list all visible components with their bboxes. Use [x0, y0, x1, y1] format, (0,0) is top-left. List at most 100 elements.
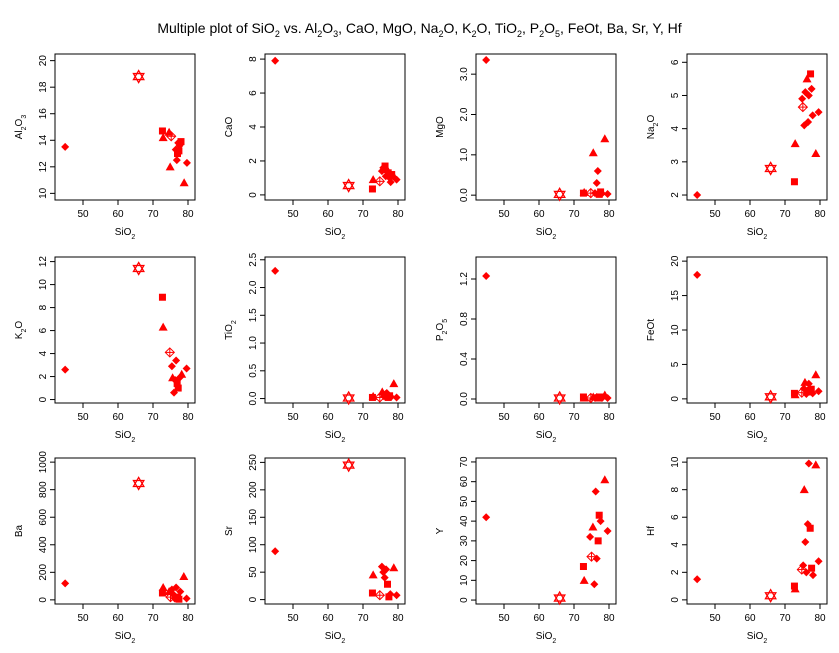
x-axis-label: SiO2 — [325, 227, 346, 241]
label-subscript: 2 — [442, 330, 449, 334]
y-tick-label: 2 — [38, 373, 49, 379]
data-point-y-4 — [586, 532, 595, 541]
y-tick-label: 16 — [38, 108, 49, 120]
data-point-y-13 — [600, 475, 610, 484]
x-tick-label: 70 — [147, 613, 159, 624]
plot-frame — [686, 53, 828, 201]
data-point-y-6 — [588, 522, 598, 531]
data-point-k2o-13 — [177, 369, 187, 378]
x-tick-label: 50 — [77, 209, 89, 220]
y-axis-label: Hf — [646, 526, 657, 536]
data-point-tio2-0 — [271, 266, 280, 275]
plot-frame — [475, 457, 617, 605]
data-point-mgo-1 — [553, 187, 566, 202]
y-tick-label: 8 — [670, 486, 681, 492]
data-point-y-1 — [553, 590, 566, 606]
data-point-mgo-5 — [588, 148, 598, 157]
data-point-cao-2 — [368, 185, 376, 193]
y-axis-label: Ba — [14, 524, 25, 537]
x-axis-label: SiO2 — [747, 227, 768, 241]
data-point-al2o3-1 — [132, 69, 145, 84]
label-subscript: 2 — [231, 320, 238, 324]
data-point-feot-9 — [804, 379, 813, 388]
x-tick-label: 50 — [498, 412, 510, 423]
data-point-na2o-8 — [802, 74, 812, 83]
data-point-hf-0 — [693, 575, 702, 584]
data-point-k2o-4 — [164, 347, 176, 358]
x-tick-label: 70 — [779, 613, 791, 624]
x-axis-label: SiO2 — [115, 430, 136, 444]
data-point-hf-1 — [764, 588, 777, 604]
data-point-y-7 — [590, 580, 599, 589]
x-tick-label: 80 — [182, 412, 194, 423]
data-point-y-12 — [596, 517, 605, 526]
y-tick-label: 20 — [670, 255, 681, 267]
x-tick-label: 60 — [322, 412, 334, 423]
y-tick-label: 2 — [670, 192, 681, 198]
title-text: , CaO, MgO, Na — [338, 20, 439, 36]
y-axis-label: FeOt — [646, 319, 657, 341]
label-text: TiO — [224, 324, 235, 340]
y-tick-label: 18 — [38, 81, 49, 93]
y-tick-label: 10 — [38, 187, 49, 199]
data-point-p2o5-1 — [553, 390, 566, 406]
data-point-na2o-0 — [693, 191, 702, 200]
y-tick-label: 4 — [38, 350, 49, 356]
x-tick-label: 70 — [147, 412, 159, 423]
x-tick-label: 70 — [779, 412, 791, 423]
y-tick-label: 0 — [248, 192, 259, 198]
data-point-ba-2 — [158, 589, 166, 597]
title-text: , P — [521, 20, 540, 36]
data-point-na2o-13 — [808, 111, 817, 120]
label-subscript: 2 — [131, 234, 135, 241]
title-subscript: 5 — [555, 28, 561, 39]
title-subscript: 3 — [333, 28, 339, 39]
data-point-tio2-11 — [387, 392, 395, 401]
data-point-k2o-14 — [182, 364, 191, 373]
data-point-feot-11 — [807, 385, 815, 393]
y-tick-label: 3 — [670, 159, 681, 165]
data-point-hf-6 — [799, 485, 809, 494]
plot-frame — [686, 457, 828, 605]
y-tick-label: 4 — [670, 542, 681, 548]
plot-frame — [54, 53, 196, 201]
plot-frame — [264, 256, 406, 404]
data-point-cao-12 — [386, 178, 395, 187]
panel-y: 50 60 70 80 0 10 20 30 40 50 60 70 SiO2 Y — [435, 456, 617, 645]
label-subscript: 2 — [341, 234, 345, 241]
title-text: O, K — [443, 20, 472, 36]
title-subscript: 2 — [516, 28, 522, 39]
y-tick-label: 12 — [38, 256, 49, 268]
x-tick-label: 70 — [568, 613, 580, 624]
data-point-hf-5 — [799, 561, 808, 570]
data-point-y-14 — [603, 527, 612, 535]
y-tick-label: 2.0 — [248, 280, 259, 294]
y-tick-label: 6 — [38, 327, 49, 333]
label-subscript: 2 — [21, 126, 28, 130]
data-point-mgo-12 — [600, 134, 610, 143]
y-tick-label: 2.0 — [459, 107, 470, 121]
data-point-hf-15 — [814, 557, 823, 566]
data-point-sr-12 — [389, 563, 399, 572]
data-point-na2o-2 — [790, 178, 798, 186]
x-tick-label: 50 — [709, 613, 721, 624]
label-text: SiO — [747, 631, 764, 642]
data-point-ba-9 — [172, 583, 181, 592]
x-tick-label: 70 — [357, 412, 369, 423]
x-tick-label: 70 — [147, 209, 159, 220]
y-tick-label: 0 — [459, 597, 470, 603]
x-tick-label: 50 — [498, 209, 510, 220]
label-subscript: 3 — [21, 115, 28, 119]
data-point-ba-13 — [179, 571, 189, 580]
data-point-na2o-15 — [814, 108, 823, 117]
label-text: P — [435, 334, 446, 341]
data-point-k2o-2 — [158, 293, 166, 301]
y-tick-label: 10 — [670, 456, 681, 468]
data-point-hf-3 — [790, 584, 800, 593]
data-point-sr-1 — [342, 457, 355, 473]
y-tick-label: 6 — [248, 90, 259, 96]
plot-frame — [54, 457, 196, 605]
y-tick-label: 0.8 — [459, 312, 470, 326]
